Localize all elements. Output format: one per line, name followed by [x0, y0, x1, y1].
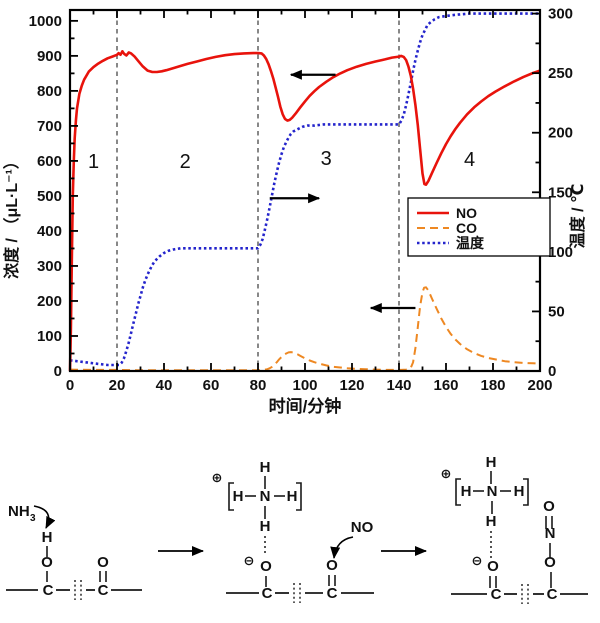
atom-label: 3	[30, 513, 36, 524]
atom-label: O	[41, 554, 53, 571]
y-left-tick-label: 0	[54, 363, 62, 380]
atom-label: O	[97, 554, 109, 571]
x-tick-label: 200	[527, 377, 552, 394]
legend-label: 温度	[456, 235, 485, 251]
atom-label: NH	[8, 503, 30, 520]
y-right-tick-label: 0	[548, 363, 556, 380]
negative-charge-icon: ⊖	[472, 553, 483, 568]
series-line-co	[69, 286, 541, 372]
y-left-tick-label: 100	[37, 328, 62, 345]
attack-curved-arrow	[330, 536, 354, 559]
x-axis-title: 时间/分钟	[269, 396, 342, 416]
y-right-tick-label: 200	[548, 125, 573, 142]
atom-label: C	[547, 586, 558, 603]
atom-label: O	[487, 558, 499, 575]
bracket	[296, 482, 302, 511]
atom-label: C	[327, 585, 338, 602]
y-right-tick-label: 50	[548, 303, 565, 320]
legend-label: NO	[456, 205, 477, 221]
atom-label: H	[233, 488, 244, 505]
bracket	[455, 478, 461, 506]
positive-charge-icon: ⊕	[441, 466, 452, 481]
x-tick-label: 120	[339, 377, 364, 394]
attack-curved-arrow	[33, 505, 56, 529]
y-left-tick-label: 900	[37, 48, 62, 65]
atom-label: O	[544, 554, 556, 571]
atom-label: C	[43, 582, 54, 599]
concentration-temperature-line-chart: 1 2 3 40 20 40 60 80 100 120 140 160 180 200010020030…	[2, 6, 587, 416]
atom-label: C	[491, 586, 502, 603]
stage-label: 3	[321, 148, 332, 170]
y-right-tick-label: 250	[548, 65, 573, 82]
x-tick-label: 100	[292, 377, 317, 394]
y-right-axis-title: 温度 / ℃	[568, 184, 587, 250]
y-left-tick-label: 700	[37, 118, 62, 135]
stage-label: 1	[88, 151, 99, 173]
atom-label: H	[260, 518, 271, 535]
bracket	[228, 482, 234, 511]
y-right-tick-label: 100	[548, 244, 573, 261]
atom-label: O	[326, 557, 338, 574]
atom-label: H	[486, 513, 497, 530]
atom-label: H	[260, 459, 271, 476]
x-tick-label: 0	[66, 377, 74, 394]
x-tick-label: 80	[250, 377, 267, 394]
x-tick-label: 60	[203, 377, 220, 394]
y-left-tick-label: 600	[37, 153, 62, 170]
atom-label: O	[543, 498, 555, 515]
y-left-tick-label: 800	[37, 83, 62, 100]
y-left-tick-label: 500	[37, 188, 62, 205]
x-tick-label: 40	[156, 377, 173, 394]
atom-label: H	[461, 483, 472, 500]
stage-label: 4	[464, 149, 475, 171]
atom-label: H	[42, 529, 53, 546]
series-line-temperature	[69, 12, 540, 367]
y-right-tick-label: 150	[548, 184, 573, 201]
atom-label: H	[287, 488, 298, 505]
atom-label: C	[98, 582, 109, 599]
stage-label: 2	[180, 151, 191, 173]
x-tick-label: 160	[433, 377, 458, 394]
atom-label: N	[545, 525, 556, 542]
legend-label: CO	[456, 220, 477, 236]
negative-charge-icon: ⊖	[244, 553, 255, 568]
y-right-tick-label: 300	[548, 6, 573, 23]
y-left-tick-label: 400	[37, 223, 62, 240]
atom-label: NO	[351, 519, 374, 536]
atom-label: O	[260, 558, 272, 575]
atom-label: C	[262, 585, 273, 602]
series-line-no	[68, 49, 541, 372]
atom-label: H	[486, 454, 497, 471]
y-left-tick-label: 300	[37, 258, 62, 275]
x-tick-label: 140	[386, 377, 411, 394]
y-left-tick-label: 1000	[29, 13, 62, 30]
y-left-axis-title: 浓度 / （μL·L⁻¹）	[2, 153, 21, 279]
atom-label: N	[487, 483, 498, 500]
atom-label: N	[260, 488, 271, 505]
x-tick-label: 20	[109, 377, 126, 394]
x-tick-label: 180	[480, 377, 505, 394]
bracket	[523, 478, 529, 506]
positive-charge-icon: ⊕	[212, 470, 223, 485]
atom-label: H	[514, 483, 525, 500]
y-left-tick-label: 200	[37, 293, 62, 310]
